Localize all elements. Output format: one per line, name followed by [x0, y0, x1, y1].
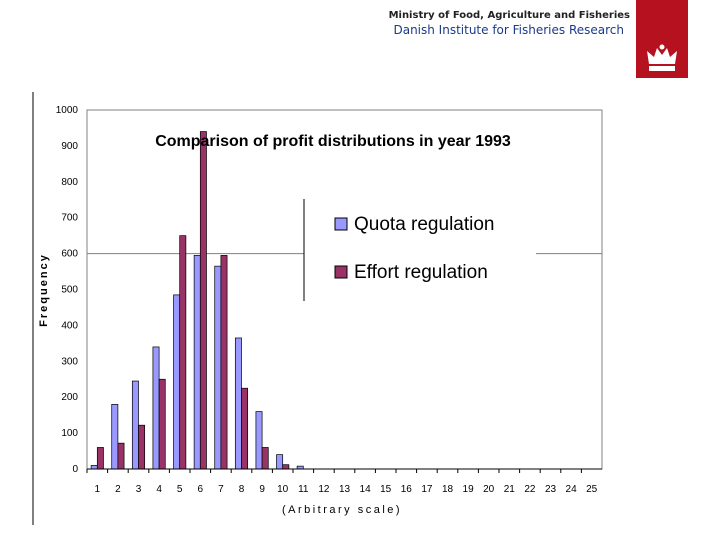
x-tick-label-22: 22 — [524, 484, 536, 495]
y-tick-label-300: 300 — [61, 356, 78, 367]
crown-icon — [647, 44, 677, 71]
x-tick-label-8: 8 — [239, 484, 245, 495]
x-tick-label-16: 16 — [401, 484, 413, 495]
bar-effort-2 — [117, 442, 125, 470]
legend-label-effort: Effort regulation — [354, 262, 488, 283]
y-tick-label-100: 100 — [61, 428, 78, 439]
x-tick-label-5: 5 — [177, 484, 183, 495]
bar-effort-6 — [199, 131, 207, 470]
bar-effort-1 — [96, 447, 104, 470]
bar-effort-10 — [282, 464, 290, 470]
x-tick-label-11: 11 — [298, 484, 309, 495]
y-tick-label-0: 0 — [72, 464, 78, 475]
bar-quota-7 — [214, 265, 222, 470]
x-tick-label-2: 2 — [115, 484, 121, 495]
bar-effort-8 — [241, 387, 249, 470]
legend-box — [304, 199, 536, 301]
ministry-name: Ministry of Food, Agriculture and Fisher… — [388, 10, 630, 21]
y-tick-label-700: 700 — [61, 213, 78, 224]
bar-quota-5 — [173, 294, 181, 470]
bars-layer — [90, 131, 304, 470]
chart-title: Comparison of profit distributions in ye… — [155, 133, 511, 150]
bar-quota-6 — [193, 255, 201, 470]
legend-label-quota: Quota regulation — [354, 214, 495, 235]
bar-quota-10 — [276, 454, 284, 470]
x-tick-label-13: 13 — [339, 484, 351, 495]
x-tick-label-1: 1 — [95, 484, 101, 495]
y-tick-label-600: 600 — [61, 249, 78, 260]
x-tick-label-9: 9 — [259, 484, 265, 495]
bar-effort-4 — [158, 378, 166, 470]
legend-swatch-effort — [334, 265, 348, 279]
x-tick-label-10: 10 — [277, 484, 289, 495]
legend-swatch-quota — [334, 217, 348, 231]
bar-quota-3 — [131, 380, 139, 470]
institute-logo — [636, 0, 688, 78]
bar-effort-9 — [261, 447, 269, 470]
y-axis-ticks: 0 100 200 300 400 500 600 700 800 900 1000 — [56, 105, 79, 475]
x-tick-label-7: 7 — [218, 484, 224, 495]
y-tick-label-1000: 1000 — [56, 105, 79, 116]
x-axis-ticks: 1 2 3 4 5 6 7 8 9 10 11 12 13 14 15 16 17 18 19 20 21 22 23 24 2… — [86, 468, 602, 495]
x-tick-label-4: 4 — [156, 484, 162, 495]
x-tick-label-20: 20 — [483, 484, 495, 495]
x-tick-label-17: 17 — [421, 484, 433, 495]
x-tick-label-21: 21 — [504, 484, 516, 495]
y-tick-label-800: 800 — [61, 177, 78, 188]
x-tick-label-6: 6 — [198, 484, 204, 495]
y-tick-label-200: 200 — [61, 392, 78, 403]
bar-effort-3 — [138, 424, 146, 470]
x-tick-label-12: 12 — [318, 484, 330, 495]
y-tick-label-900: 900 — [61, 141, 78, 152]
x-tick-label-19: 19 — [463, 484, 475, 495]
x-tick-label-18: 18 — [442, 484, 454, 495]
bar-effort-5 — [179, 235, 187, 470]
legend: Quota regulation Effort regulation — [303, 199, 536, 301]
bar-quota-2 — [111, 404, 119, 470]
y-axis-label: Frequency — [38, 253, 50, 327]
x-tick-label-23: 23 — [545, 484, 557, 495]
bar-quota-1 — [90, 465, 98, 470]
institute-name: Danish Institute for Fisheries Research — [393, 23, 624, 37]
y-tick-label-500: 500 — [61, 285, 78, 296]
x-tick-label-15: 15 — [380, 484, 392, 495]
bar-quota-9 — [255, 411, 263, 470]
y-tick-label-400: 400 — [61, 320, 78, 331]
x-tick-label-25: 25 — [586, 484, 598, 495]
bar-quota-4 — [152, 346, 160, 470]
x-tick-label-3: 3 — [136, 484, 142, 495]
bar-quota-8 — [234, 337, 242, 470]
x-axis-label: (Arbitrary scale) — [282, 504, 402, 516]
bar-effort-7 — [220, 255, 228, 470]
x-tick-label-24: 24 — [566, 484, 578, 495]
x-tick-label-14: 14 — [360, 484, 372, 495]
